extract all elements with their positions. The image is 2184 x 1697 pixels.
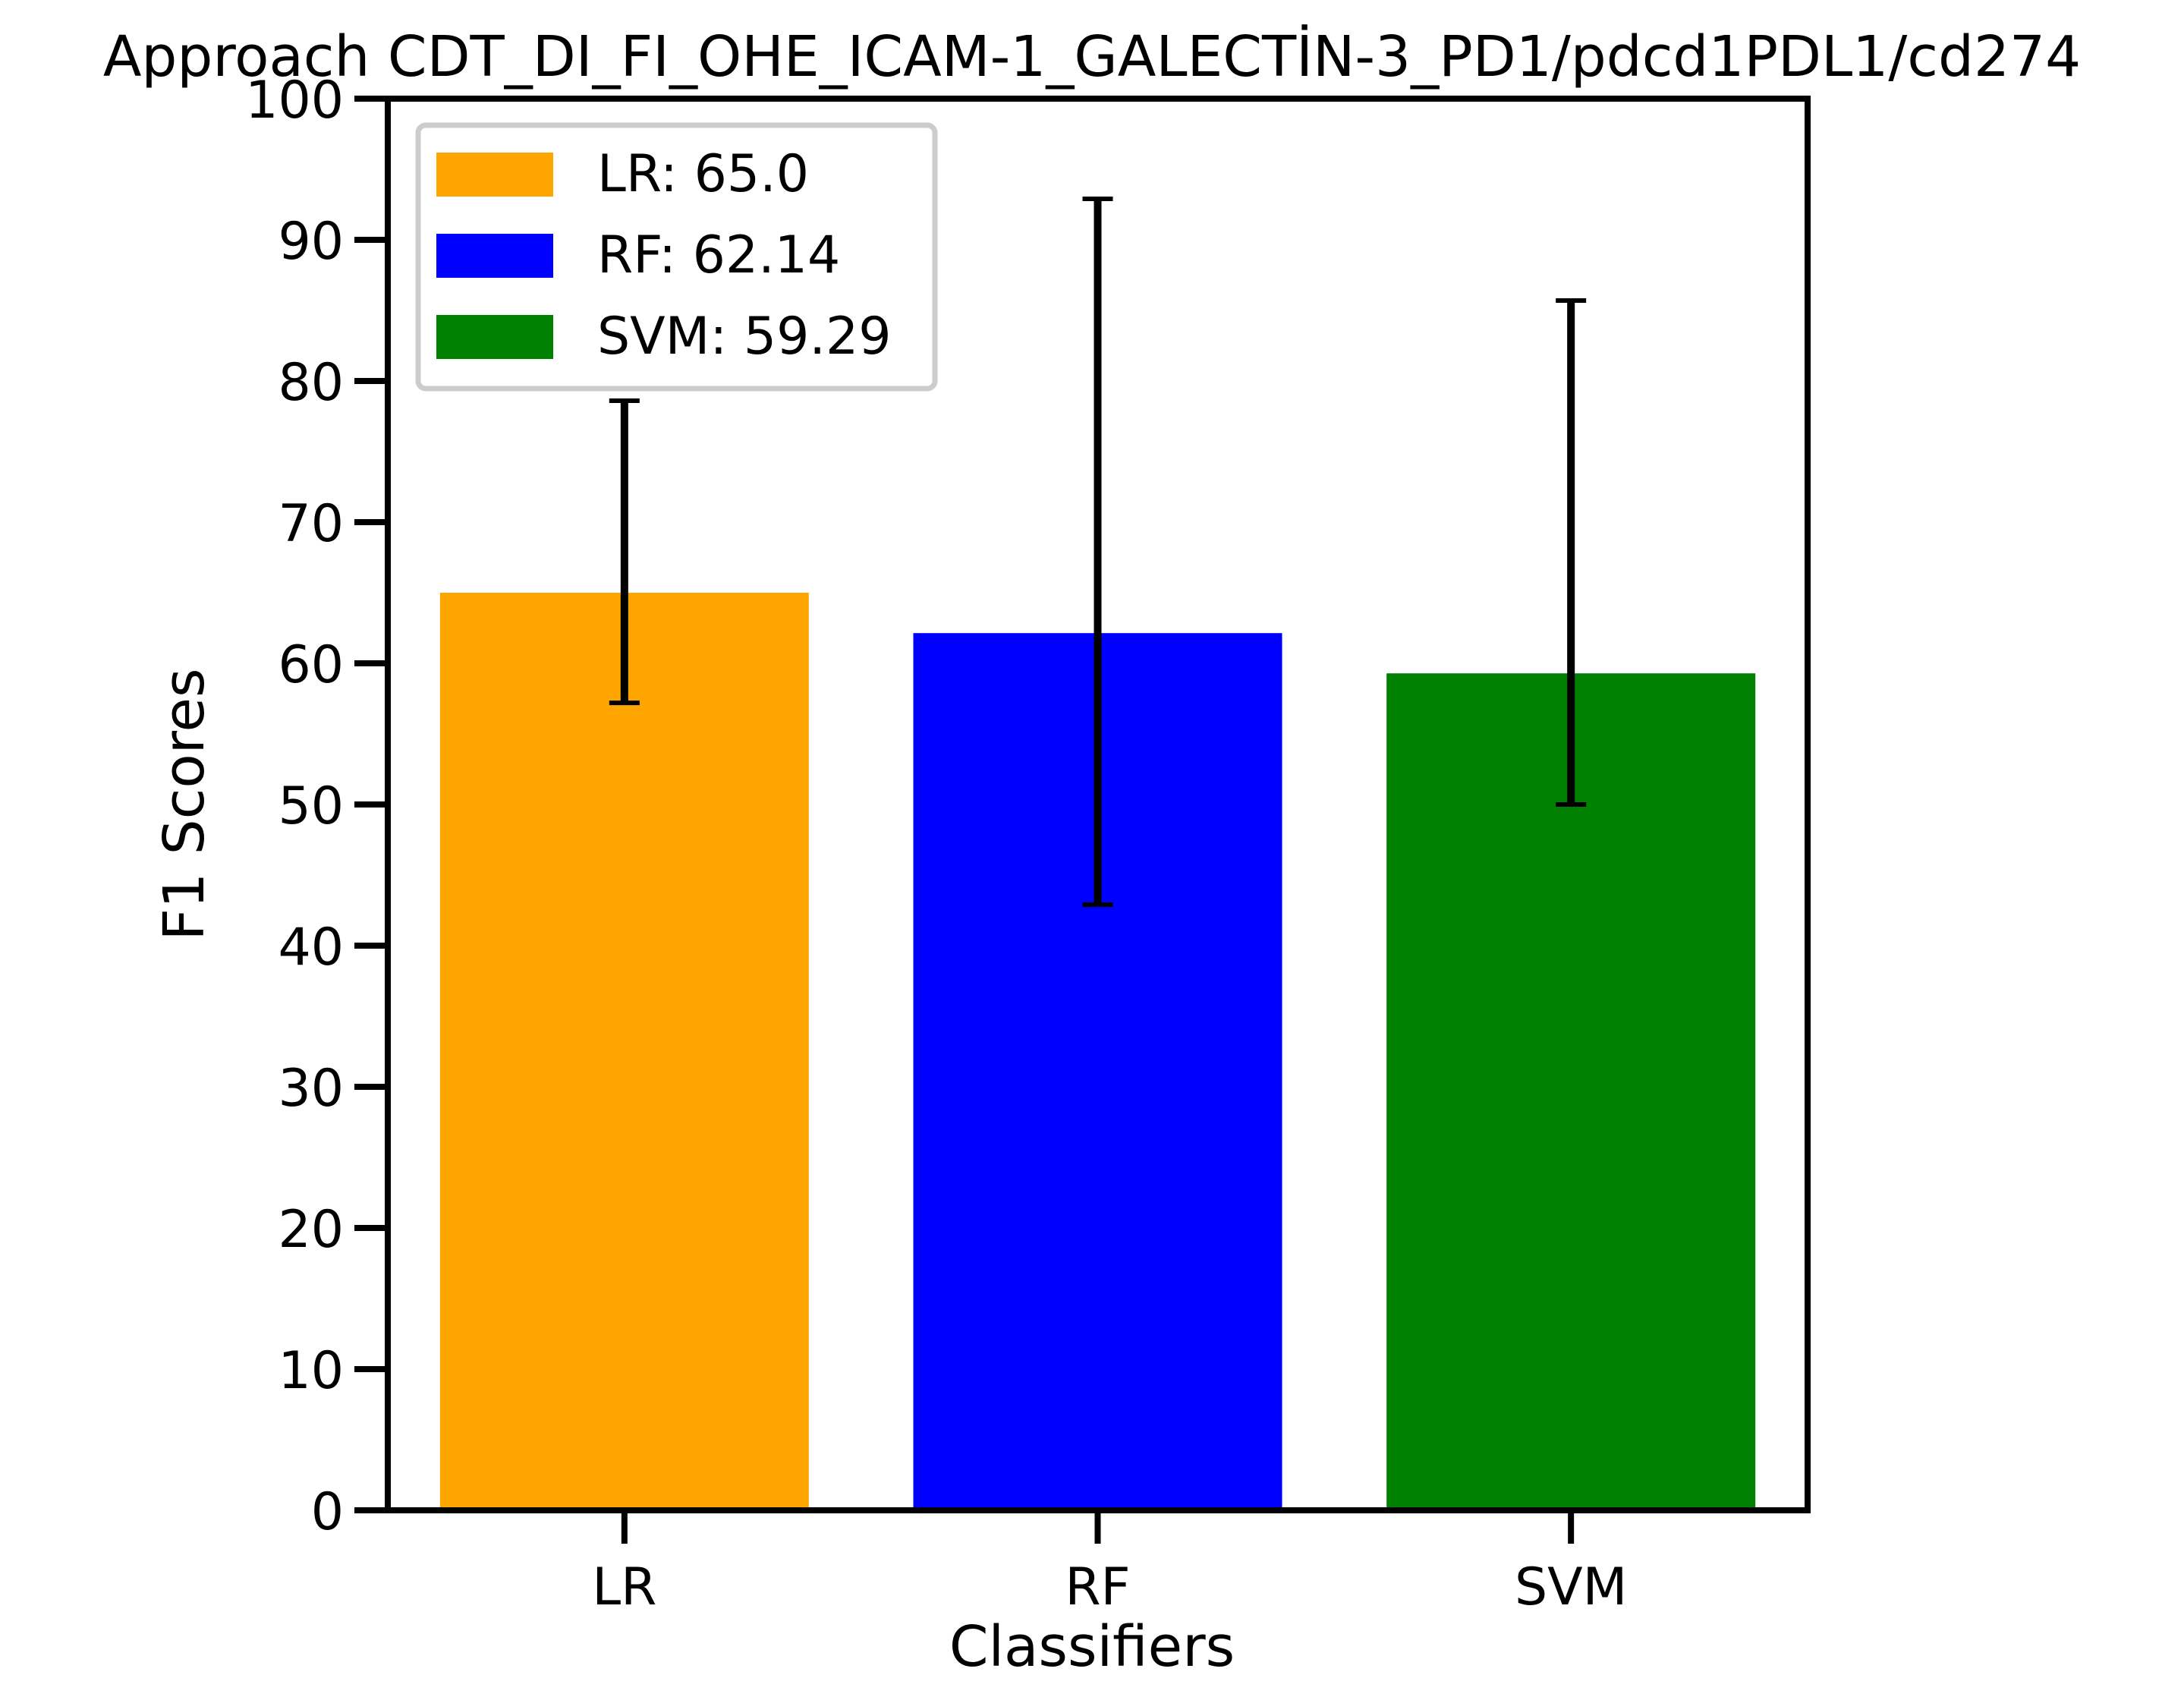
- y-tick-label: 60: [278, 635, 344, 695]
- legend-swatch-rf: [436, 234, 553, 278]
- y-tick-label: 80: [278, 353, 344, 413]
- legend-swatch-svm: [436, 315, 553, 359]
- x-axis-label: Classifiers: [949, 1614, 1235, 1680]
- y-tick-label: 70: [278, 494, 344, 554]
- x-tick-label-rf: RF: [1065, 1557, 1130, 1617]
- y-tick-label: 0: [311, 1482, 344, 1542]
- y-tick-label: 100: [245, 71, 344, 131]
- x-tick-label-svm: SVM: [1515, 1557, 1627, 1617]
- legend-swatch-lr: [436, 153, 553, 197]
- y-axis-label: F1 Scores: [152, 669, 217, 941]
- chart-title: Approach CDT_DI_FI_OHE_ICAM-1_GALECTİN-3…: [103, 24, 2081, 90]
- y-tick-label: 40: [278, 918, 344, 978]
- y-tick-label: 10: [278, 1341, 344, 1401]
- y-tick-label: 20: [278, 1200, 344, 1260]
- y-tick-label: 50: [278, 776, 344, 836]
- bar-svm: [1386, 673, 1756, 1510]
- legend-label-svm: SVM: 59.29: [597, 307, 892, 367]
- y-tick-label: 30: [278, 1059, 344, 1119]
- legend-label-rf: RF: 62.14: [597, 225, 840, 285]
- error-bars-layer: [609, 197, 1587, 908]
- bar-lr: [439, 593, 809, 1510]
- legend-label-lr: LR: 65.0: [597, 144, 809, 204]
- legend: LR: 65.0 RF: 62.14 SVM: 59.29: [415, 122, 938, 392]
- y-tick-label: 90: [278, 212, 344, 272]
- x-ticks-layer: LR RF SVM: [592, 1510, 1627, 1617]
- y-ticks-layer: 0 10 20 30 40 50 60 70 80 90 100: [245, 71, 388, 1542]
- x-tick-label-lr: LR: [592, 1557, 656, 1617]
